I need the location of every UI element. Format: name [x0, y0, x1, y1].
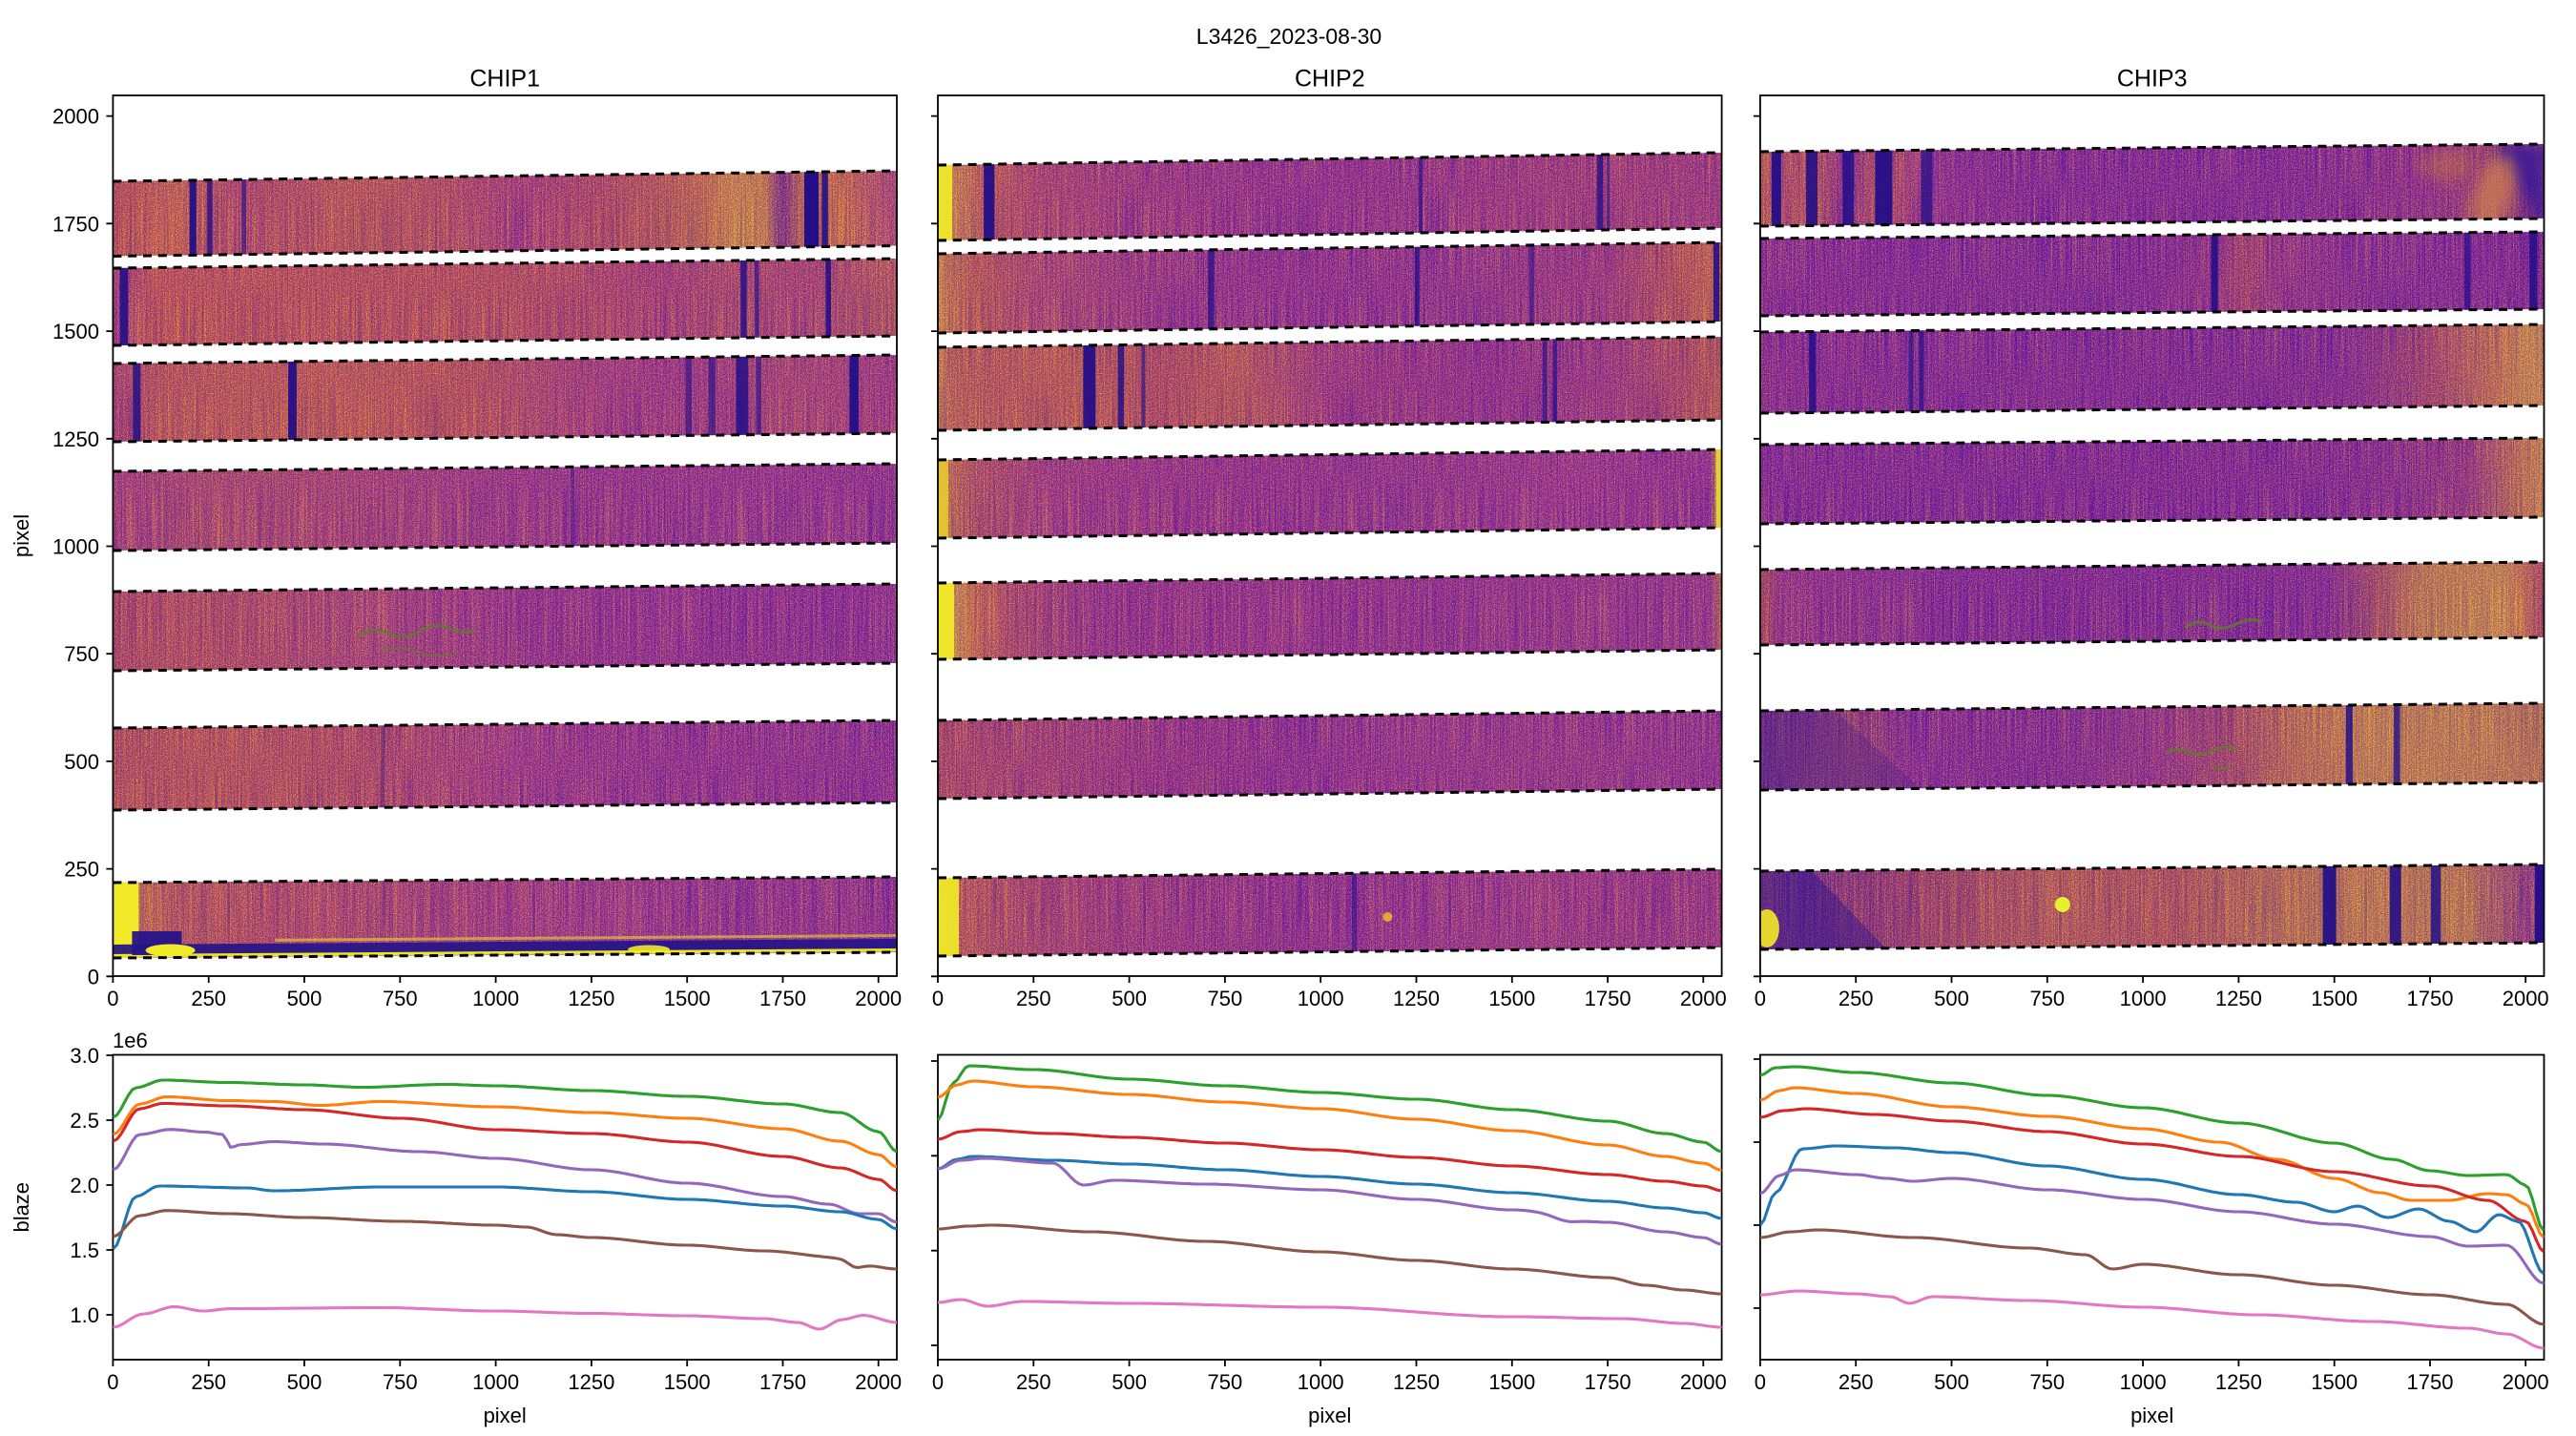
svg-text:250: 250 [1016, 987, 1051, 1010]
svg-text:750: 750 [1208, 987, 1243, 1010]
svg-text:2000: 2000 [2503, 1370, 2549, 1394]
svg-text:250: 250 [1016, 1370, 1051, 1394]
svg-text:500: 500 [1934, 987, 1969, 1010]
svg-text:0: 0 [1755, 1370, 1766, 1394]
svg-text:2.5: 2.5 [70, 1109, 99, 1133]
svg-text:750: 750 [2029, 1370, 2065, 1394]
svg-text:1e6: 1e6 [113, 1029, 148, 1052]
svg-text:pixel: pixel [484, 1404, 527, 1427]
svg-text:1500: 1500 [52, 320, 99, 343]
svg-text:750: 750 [1208, 1370, 1243, 1394]
svg-text:L3426_2023-08-30: L3426_2023-08-30 [1196, 24, 1381, 49]
svg-text:1750: 1750 [759, 987, 806, 1010]
svg-text:1500: 1500 [2311, 987, 2358, 1010]
svg-text:1000: 1000 [472, 1370, 519, 1394]
svg-text:1500: 1500 [664, 1370, 711, 1394]
svg-text:1750: 1750 [1585, 987, 1631, 1010]
svg-text:1250: 1250 [2215, 1370, 2262, 1394]
svg-text:1000: 1000 [1298, 1370, 1344, 1394]
svg-text:1750: 1750 [2407, 987, 2454, 1010]
svg-text:1500: 1500 [1488, 1370, 1535, 1394]
svg-text:1750: 1750 [52, 212, 99, 236]
svg-text:250: 250 [191, 1370, 226, 1394]
svg-text:1250: 1250 [52, 427, 99, 451]
svg-text:1000: 1000 [2120, 1370, 2167, 1394]
svg-text:500: 500 [1111, 987, 1147, 1010]
svg-text:1250: 1250 [2215, 987, 2262, 1010]
svg-text:250: 250 [1839, 987, 1874, 1010]
svg-text:0: 0 [932, 987, 944, 1010]
svg-text:1000: 1000 [472, 987, 519, 1010]
svg-text:2000: 2000 [855, 1370, 902, 1394]
svg-text:1750: 1750 [759, 1370, 806, 1394]
svg-text:1000: 1000 [1298, 987, 1344, 1010]
svg-text:500: 500 [287, 1370, 322, 1394]
svg-text:1250: 1250 [568, 1370, 614, 1394]
svg-text:2000: 2000 [1680, 987, 1727, 1010]
svg-text:1000: 1000 [2120, 987, 2167, 1010]
svg-text:500: 500 [1934, 1370, 1969, 1394]
svg-text:3.0: 3.0 [70, 1044, 99, 1068]
svg-text:250: 250 [64, 858, 99, 882]
svg-text:1000: 1000 [52, 535, 99, 559]
svg-text:500: 500 [1111, 1370, 1147, 1394]
svg-text:blaze: blaze [10, 1182, 33, 1233]
svg-text:2000: 2000 [1680, 1370, 1727, 1394]
svg-text:750: 750 [2029, 987, 2065, 1010]
svg-text:500: 500 [287, 987, 322, 1010]
svg-text:1500: 1500 [664, 987, 711, 1010]
svg-text:1250: 1250 [568, 987, 614, 1010]
svg-text:1250: 1250 [1393, 1370, 1440, 1394]
svg-text:2000: 2000 [2503, 987, 2549, 1010]
svg-text:0: 0 [932, 1370, 944, 1394]
svg-text:1500: 1500 [1488, 987, 1535, 1010]
svg-text:0: 0 [107, 1370, 118, 1394]
svg-text:1.0: 1.0 [70, 1303, 99, 1327]
svg-text:0: 0 [88, 965, 99, 989]
svg-text:1.5: 1.5 [70, 1238, 99, 1262]
svg-text:750: 750 [383, 1370, 418, 1394]
svg-text:750: 750 [64, 642, 99, 666]
svg-text:0: 0 [1755, 987, 1766, 1010]
svg-text:250: 250 [1839, 1370, 1874, 1394]
svg-text:2000: 2000 [855, 987, 902, 1010]
svg-text:1500: 1500 [2311, 1370, 2358, 1394]
svg-text:1250: 1250 [1393, 987, 1440, 1010]
svg-text:0: 0 [107, 987, 118, 1010]
svg-text:250: 250 [191, 987, 226, 1010]
svg-text:pixel: pixel [10, 514, 33, 557]
svg-text:2.0: 2.0 [70, 1174, 99, 1197]
svg-text:1750: 1750 [1585, 1370, 1631, 1394]
svg-text:pixel: pixel [1308, 1404, 1351, 1427]
svg-text:CHIP1: CHIP1 [469, 66, 540, 93]
svg-text:1750: 1750 [2407, 1370, 2454, 1394]
svg-text:500: 500 [64, 750, 99, 774]
svg-text:750: 750 [383, 987, 418, 1010]
svg-text:CHIP3: CHIP3 [2117, 66, 2188, 93]
svg-text:CHIP2: CHIP2 [1295, 66, 1365, 93]
svg-text:pixel: pixel [2130, 1404, 2173, 1427]
svg-text:2000: 2000 [52, 105, 99, 129]
